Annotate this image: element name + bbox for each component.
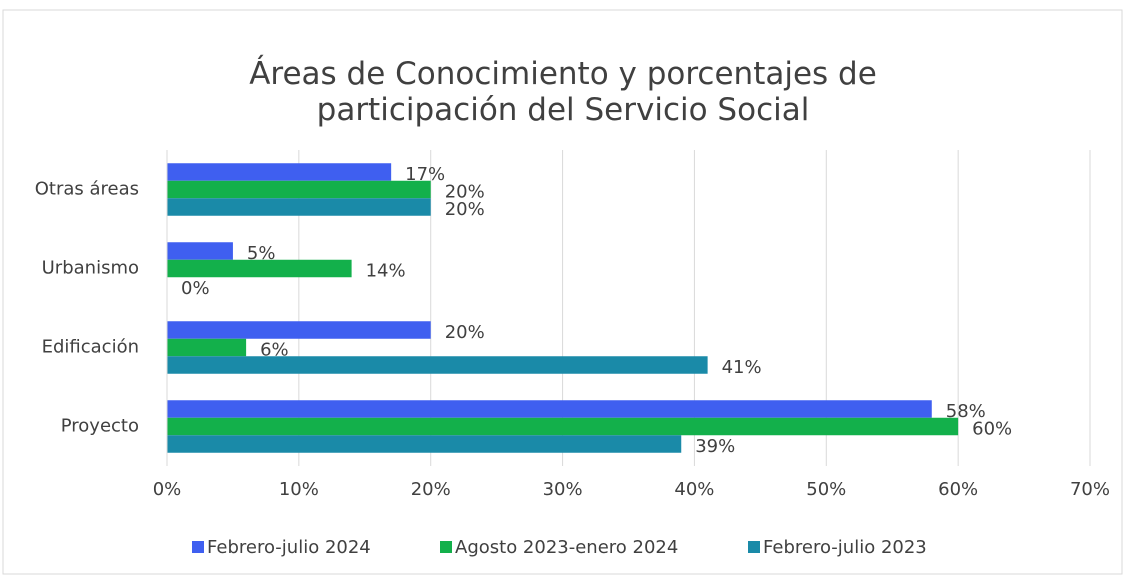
legend-swatch xyxy=(748,541,760,553)
bar xyxy=(167,435,682,453)
bar xyxy=(167,356,708,374)
x-tick-label: 30% xyxy=(543,479,583,500)
data-label: 20% xyxy=(445,182,485,203)
data-label: 5% xyxy=(247,243,276,264)
bar xyxy=(167,321,431,339)
bar xyxy=(167,259,352,278)
x-tick-label: 60% xyxy=(938,479,978,500)
x-tick-label: 70% xyxy=(1070,479,1110,500)
y-tick-label: Proyecto xyxy=(61,416,139,437)
data-label: 60% xyxy=(972,419,1012,440)
y-tick-label: Otras áreas xyxy=(35,179,139,200)
bar xyxy=(167,417,959,436)
legend-label: Agosto 2023-enero 2024 xyxy=(455,537,678,558)
bar xyxy=(167,400,932,418)
bar xyxy=(167,242,233,260)
x-tick-label: 0% xyxy=(153,479,182,500)
data-label: 20% xyxy=(445,199,485,220)
data-label: 41% xyxy=(722,357,762,378)
bar xyxy=(167,338,247,357)
x-tick-label: 10% xyxy=(279,479,319,500)
y-tick-label: Urbanismo xyxy=(42,258,139,279)
data-label: 6% xyxy=(260,340,289,361)
x-tick-label: 20% xyxy=(411,479,451,500)
y-tick-label: Edificación xyxy=(42,337,139,358)
data-label: 20% xyxy=(445,322,485,343)
legend-label: Febrero-julio 2024 xyxy=(207,537,371,558)
data-label: 0% xyxy=(181,278,210,299)
legend-label: Febrero-julio 2023 xyxy=(763,537,927,558)
data-label: 39% xyxy=(695,436,735,457)
data-label: 58% xyxy=(946,401,986,422)
bar xyxy=(167,180,431,199)
bar xyxy=(167,163,392,181)
bar xyxy=(167,198,431,216)
data-label: 17% xyxy=(405,164,445,185)
chart-title: Áreas de Conocimiento y porcentajes de p… xyxy=(249,56,877,128)
legend-swatch xyxy=(440,541,452,553)
data-label: 14% xyxy=(366,261,406,282)
x-tick-label: 40% xyxy=(674,479,714,500)
legend-swatch xyxy=(192,541,204,553)
x-tick-label: 50% xyxy=(806,479,846,500)
